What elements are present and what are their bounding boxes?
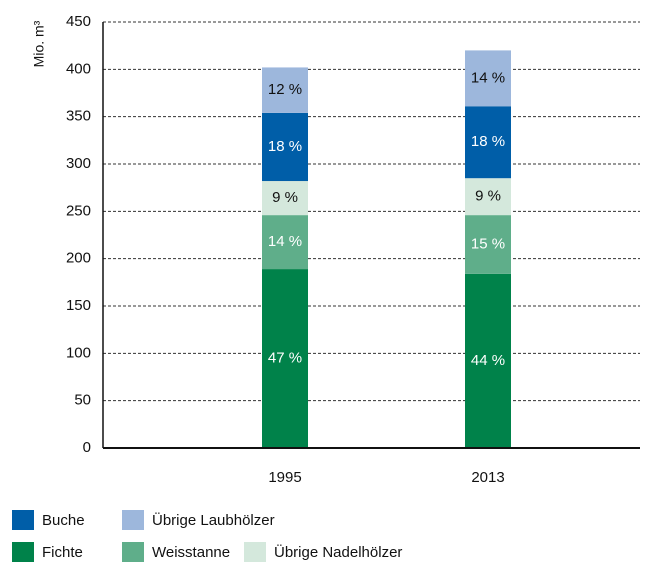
data-label: 18 % (268, 138, 302, 155)
bar-segment (465, 106, 511, 179)
bar-segment (465, 50, 511, 107)
bar-segment (465, 178, 511, 216)
y-tick-label: 300 (66, 155, 91, 172)
x-tick-label: 1995 (268, 469, 301, 486)
y-tick-label: 50 (74, 392, 91, 409)
data-label: 44 % (471, 352, 505, 369)
x-tick-label: 2013 (471, 469, 504, 486)
bar-segment (262, 112, 308, 182)
bar-segment (262, 67, 308, 113)
y-tick-label: 450 (66, 13, 91, 30)
data-label: 18 % (471, 133, 505, 150)
legend-label: Buche (42, 512, 85, 529)
data-label: 9 % (475, 188, 501, 205)
legend-label: Übrige Nadelhölzer (274, 543, 402, 561)
y-tick-label: 0 (83, 439, 91, 456)
legend-swatch (12, 542, 34, 562)
data-label: 47 % (268, 350, 302, 367)
y-tick-label: 150 (66, 297, 91, 314)
data-label: 15 % (471, 235, 505, 252)
bar-segment (465, 215, 511, 274)
y-tick-label: 250 (66, 202, 91, 219)
bar-segment (262, 181, 308, 216)
data-label: 9 % (272, 189, 298, 206)
legend-label: Fichte (42, 544, 83, 561)
y-axis-label: Mio. m³ (31, 20, 47, 67)
legend-swatch (122, 542, 144, 562)
y-tick-label: 350 (66, 108, 91, 125)
legend-swatch (244, 542, 266, 562)
legend-swatch (122, 510, 144, 530)
bar-segment (262, 215, 308, 270)
y-tick-label: 400 (66, 60, 91, 77)
data-label: 14 % (471, 69, 505, 86)
data-label: 14 % (268, 233, 302, 250)
y-tick-label: 200 (66, 250, 91, 267)
legend-label: Übrige Laubhölzer (152, 511, 275, 529)
data-label: 12 % (268, 81, 302, 98)
legend-label: Weisstanne (152, 544, 230, 561)
bar-segment (262, 269, 308, 448)
bar-segment (465, 273, 511, 448)
legend-swatch (12, 510, 34, 530)
y-tick-label: 100 (66, 344, 91, 361)
